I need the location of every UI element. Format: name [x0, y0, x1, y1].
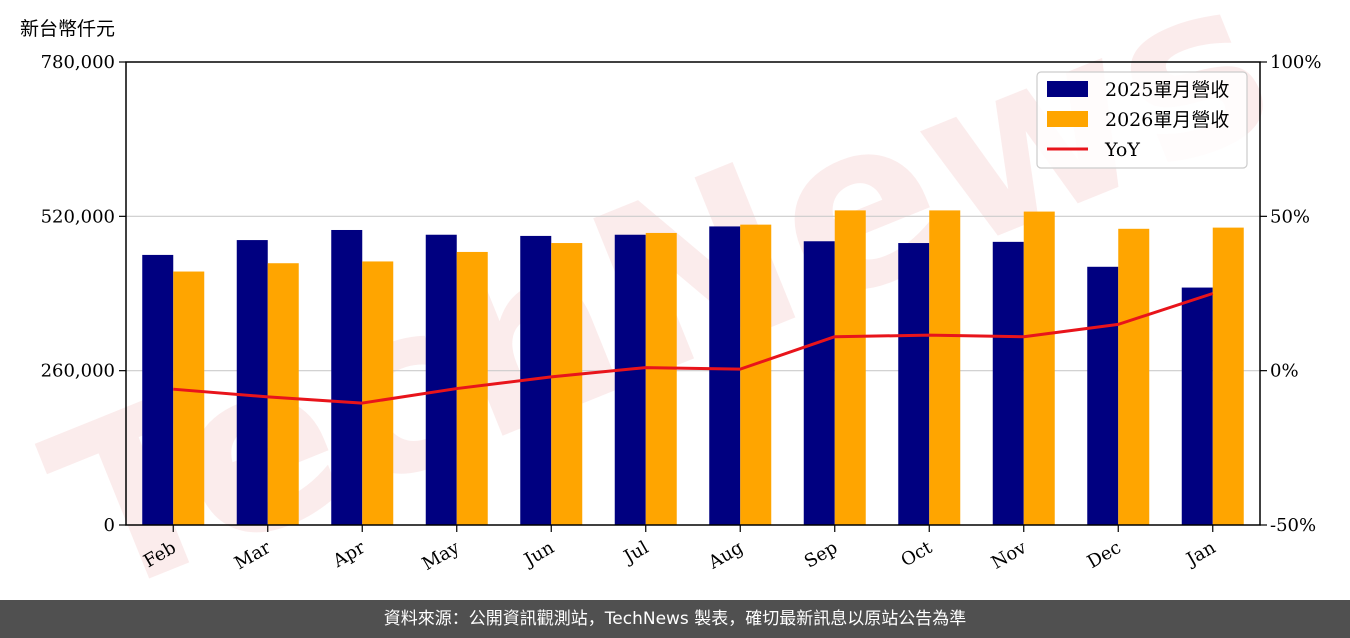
bar-2025-jan: [1181, 287, 1213, 525]
footer-source-note: 資料來源：公開資訊觀測站，TechNews 製表，確切最新訊息以原站公告為準: [0, 600, 1350, 638]
bar-2026-feb: [173, 271, 205, 525]
bar-2026-jul: [645, 232, 677, 525]
yoy-line: [173, 292, 1214, 405]
legend-entry-2026-label: 2026單月營收: [1105, 109, 1229, 131]
bar-2026-jan: [1212, 227, 1244, 525]
bar-2026-oct: [929, 210, 961, 525]
bar-2025-nov: [992, 241, 1024, 525]
bar-2026-apr: [362, 261, 394, 525]
legend-box: [1036, 71, 1248, 169]
bar-2025-aug: [709, 226, 741, 525]
legend-entry-2026-swatch: [1047, 111, 1088, 127]
bar-2025-may: [425, 234, 457, 525]
legend-entry-2025-label: 2025單月營收: [1105, 79, 1229, 101]
bar-2025-jul: [614, 234, 646, 525]
bar-2025-feb: [142, 254, 174, 525]
y2-tick-label: 50%: [1270, 206, 1310, 227]
legend-entry-2025-swatch: [1047, 81, 1088, 97]
x-tick-label-aug: Aug: [704, 537, 747, 574]
x-tick-label-sep: Sep: [801, 537, 841, 572]
x-tick-label-jun: Jun: [519, 537, 558, 572]
bar-2025-sep: [803, 241, 835, 525]
bar-2025-dec: [1087, 266, 1119, 525]
bar-2025-apr: [331, 229, 363, 525]
bar-2025-oct: [898, 243, 930, 526]
y2-tick-label: 100%: [1270, 52, 1321, 73]
y2-tick-label: 0%: [1270, 361, 1299, 382]
legend-entry-yoy-label: YoY: [1104, 139, 1140, 161]
bar-2026-jun: [551, 243, 583, 526]
bar-2026-dec: [1118, 228, 1150, 526]
legend: 2025單月營收 2026單月營收 YoY: [1036, 71, 1248, 169]
bars: [142, 210, 1244, 526]
y-tick-label: 0: [104, 515, 115, 536]
x-tick-label-oct: Oct: [897, 537, 936, 572]
bar-2026-aug: [740, 224, 772, 525]
x-tick-label-jul: Jul: [619, 537, 653, 569]
y-tick-label: 260,000: [41, 361, 115, 382]
y-axis-unit-label: 新台幣仟元: [20, 18, 116, 40]
bar-2026-sep: [834, 210, 866, 525]
yoy-line-group: [173, 292, 1214, 405]
bar-2026-nov: [1023, 211, 1055, 526]
revenue-chart: TechNews 0260,000520,000780,000-50%0%50%…: [17, 0, 1321, 600]
x-tick-label-dec: Dec: [1084, 537, 1125, 573]
x-tick-label-jan: Jan: [1181, 537, 1219, 571]
y-tick-label: 780,000: [41, 52, 115, 73]
bar-2025-mar: [236, 240, 268, 526]
bar-2026-mar: [267, 263, 299, 525]
y-tick-label: 520,000: [41, 206, 115, 227]
x-tick-label-nov: Nov: [988, 537, 1031, 574]
plot-frame: [125, 61, 1261, 526]
grid-lines: [126, 215, 1260, 372]
y2-tick-label: -50%: [1270, 515, 1316, 536]
x-tick-label-may: May: [419, 537, 464, 575]
